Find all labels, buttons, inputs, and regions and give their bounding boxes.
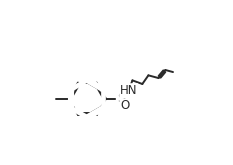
Text: O: O (120, 85, 129, 98)
Text: HN: HN (120, 84, 137, 97)
Text: O: O (120, 99, 129, 112)
Text: S: S (117, 92, 125, 105)
